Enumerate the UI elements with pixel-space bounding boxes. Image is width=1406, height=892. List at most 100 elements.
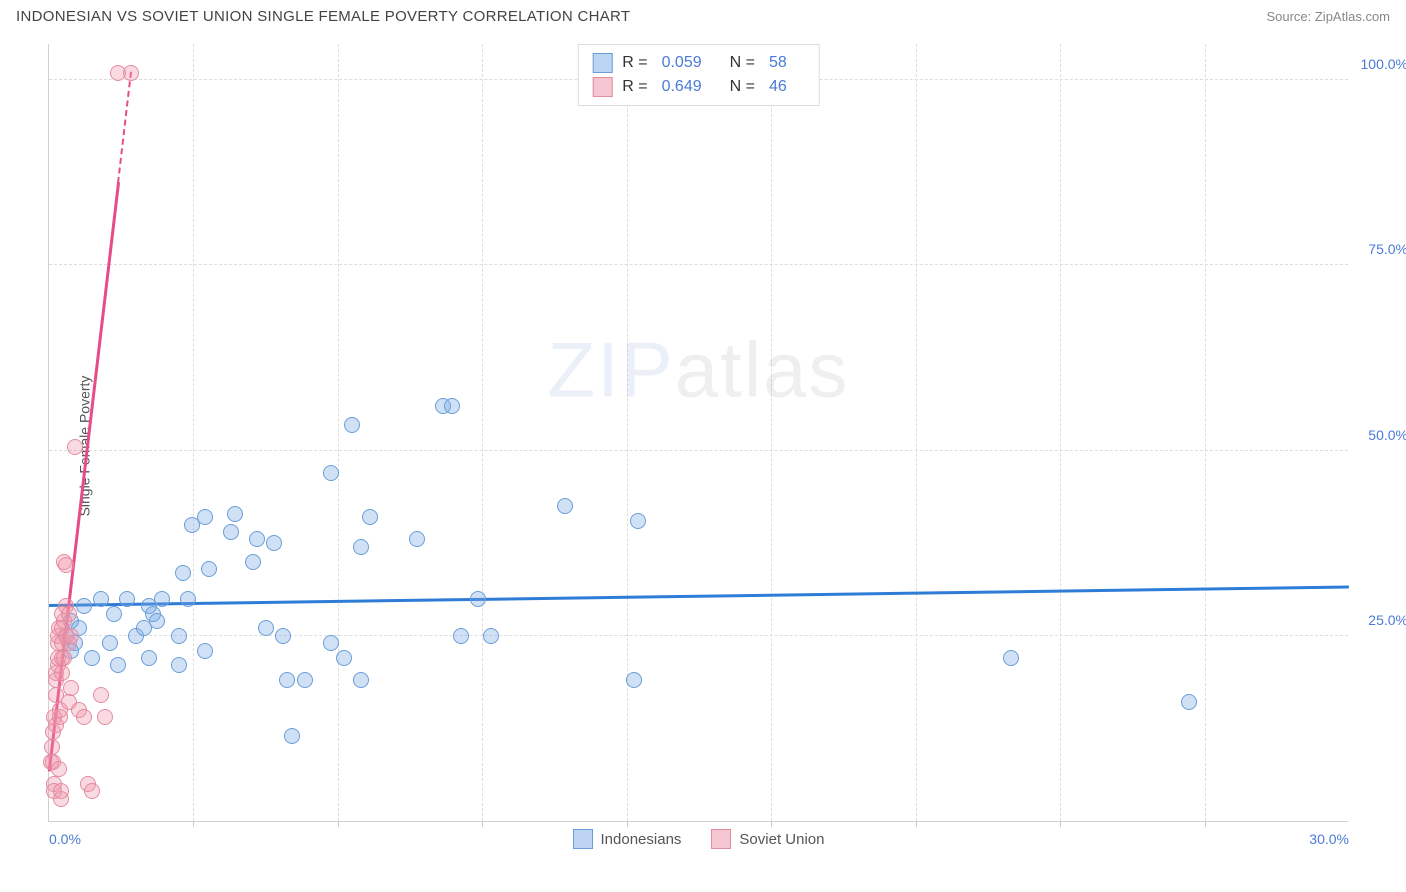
data-point-indonesians	[353, 672, 369, 688]
data-point-soviet_union	[63, 628, 79, 644]
gridline-v	[1205, 44, 1206, 821]
data-point-indonesians	[279, 672, 295, 688]
gridline-v	[193, 44, 194, 821]
legend-bottom: Indonesians Soviet Union	[573, 829, 825, 849]
data-point-indonesians	[171, 657, 187, 673]
data-point-indonesians	[175, 565, 191, 581]
data-point-indonesians	[141, 650, 157, 666]
data-point-soviet_union	[53, 783, 69, 799]
xtick-label: 30.0%	[1309, 831, 1349, 847]
ytick-label: 75.0%	[1353, 241, 1406, 257]
legend-bottom-soviet: Soviet Union	[711, 829, 824, 849]
data-point-indonesians	[297, 672, 313, 688]
swatch-bottom-soviet	[711, 829, 731, 849]
chart-source: Source: ZipAtlas.com	[1266, 9, 1390, 24]
data-point-indonesians	[197, 643, 213, 659]
xtick-mark	[338, 821, 339, 827]
ytick-label: 100.0%	[1353, 56, 1406, 72]
data-point-indonesians	[227, 506, 243, 522]
watermark-zip: ZIP	[547, 326, 674, 414]
data-point-soviet_union	[63, 680, 79, 696]
data-point-indonesians	[626, 672, 642, 688]
chart-plot-area: ZIPatlas R = 0.059 N = 58 R = 0.649 N = …	[48, 44, 1348, 822]
data-point-indonesians	[483, 628, 499, 644]
data-point-indonesians	[76, 598, 92, 614]
xtick-mark	[627, 821, 628, 827]
data-point-indonesians	[180, 591, 196, 607]
data-point-soviet_union	[97, 709, 113, 725]
data-point-indonesians	[171, 628, 187, 644]
legend-r-soviet: 0.649	[662, 78, 702, 96]
xtick-label: 0.0%	[49, 831, 81, 847]
data-point-soviet_union	[123, 65, 139, 81]
data-point-indonesians	[557, 498, 573, 514]
data-point-indonesians	[284, 728, 300, 744]
data-point-soviet_union	[93, 687, 109, 703]
legend-r-indonesians: 0.059	[662, 54, 702, 72]
legend-bottom-label: Indonesians	[601, 831, 682, 848]
data-point-indonesians	[119, 591, 135, 607]
data-point-indonesians	[106, 606, 122, 622]
data-point-indonesians	[245, 554, 261, 570]
data-point-indonesians	[362, 509, 378, 525]
gridline-h	[49, 264, 1348, 265]
data-point-soviet_union	[61, 606, 77, 622]
xtick-mark	[193, 821, 194, 827]
data-point-soviet_union	[76, 709, 92, 725]
legend-row-indonesians: R = 0.059 N = 58	[592, 51, 805, 75]
swatch-soviet	[592, 77, 612, 97]
legend-n-label: N =	[730, 54, 755, 72]
xtick-mark	[482, 821, 483, 827]
legend-bottom-label: Soviet Union	[739, 831, 824, 848]
gridline-h	[49, 450, 1348, 451]
data-point-indonesians	[266, 535, 282, 551]
data-point-indonesians	[154, 591, 170, 607]
legend-r-label: R =	[622, 54, 647, 72]
trendline-dashed	[117, 72, 132, 183]
data-point-indonesians	[223, 524, 239, 540]
chart-header: INDONESIAN VS SOVIET UNION SINGLE FEMALE…	[0, 0, 1406, 29]
data-point-indonesians	[353, 539, 369, 555]
data-point-soviet_union	[67, 439, 83, 455]
data-point-indonesians	[323, 635, 339, 651]
xtick-mark	[1205, 821, 1206, 827]
data-point-indonesians	[1003, 650, 1019, 666]
data-point-indonesians	[84, 650, 100, 666]
watermark-atlas: atlas	[675, 326, 850, 414]
legend-n-label: N =	[730, 78, 755, 96]
data-point-soviet_union	[44, 739, 60, 755]
data-point-indonesians	[453, 628, 469, 644]
data-point-indonesians	[630, 513, 646, 529]
data-point-indonesians	[201, 561, 217, 577]
legend-r-label: R =	[622, 78, 647, 96]
gridline-v	[482, 44, 483, 821]
trendline	[49, 585, 1349, 606]
data-point-indonesians	[258, 620, 274, 636]
xtick-mark	[916, 821, 917, 827]
gridline-v	[771, 44, 772, 821]
data-point-indonesians	[197, 509, 213, 525]
data-point-soviet_union	[84, 783, 100, 799]
data-point-indonesians	[275, 628, 291, 644]
legend-bottom-indonesians: Indonesians	[573, 829, 682, 849]
data-point-indonesians	[1181, 694, 1197, 710]
gridline-v	[916, 44, 917, 821]
data-point-indonesians	[344, 417, 360, 433]
xtick-mark	[771, 821, 772, 827]
data-point-indonesians	[409, 531, 425, 547]
data-point-indonesians	[149, 613, 165, 629]
gridline-v	[1060, 44, 1061, 821]
data-point-indonesians	[470, 591, 486, 607]
data-point-indonesians	[249, 531, 265, 547]
legend-n-indonesians: 58	[769, 54, 787, 72]
legend-row-soviet: R = 0.649 N = 46	[592, 75, 805, 99]
data-point-soviet_union	[51, 761, 67, 777]
data-point-indonesians	[444, 398, 460, 414]
data-point-soviet_union	[56, 650, 72, 666]
gridline-v	[627, 44, 628, 821]
xtick-mark	[1060, 821, 1061, 827]
data-point-soviet_union	[58, 557, 74, 573]
ytick-label: 25.0%	[1353, 612, 1406, 628]
swatch-bottom-indonesians	[573, 829, 593, 849]
watermark: ZIPatlas	[547, 325, 849, 416]
